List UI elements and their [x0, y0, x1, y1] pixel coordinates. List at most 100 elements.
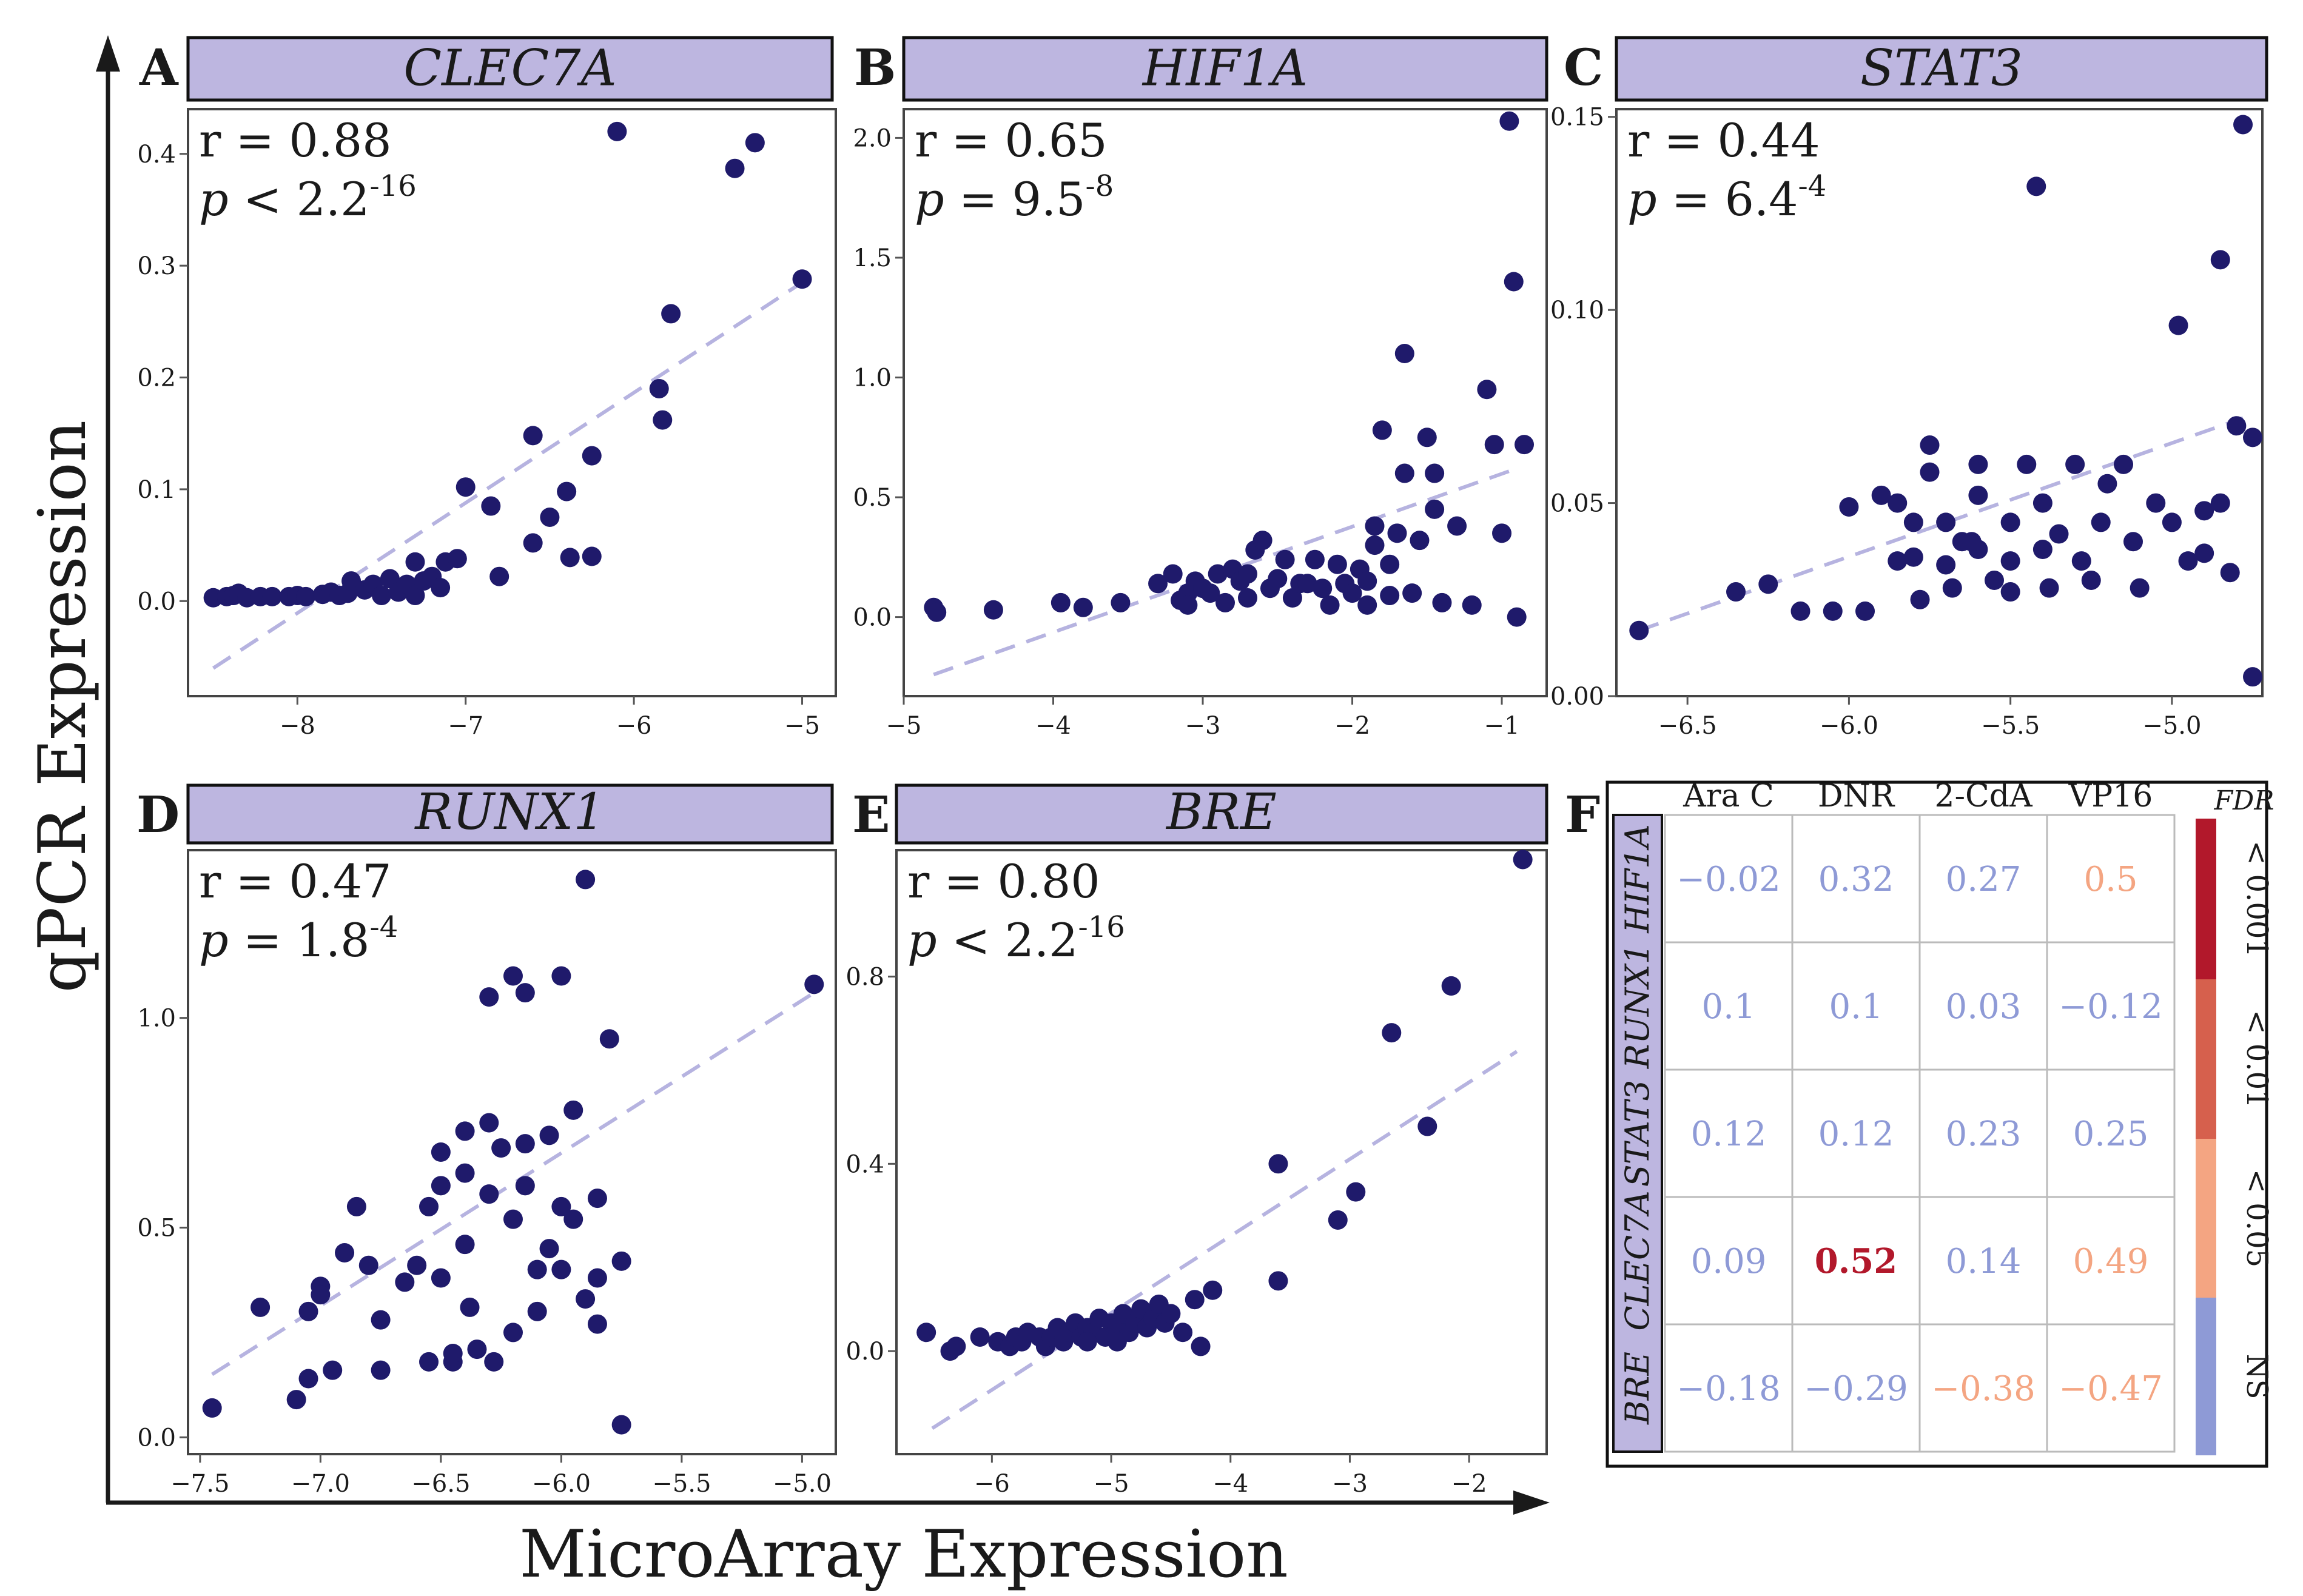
legend-title: FDR [2214, 785, 2274, 816]
y-tick-label: 0.4 [137, 141, 176, 169]
data-point [311, 1285, 331, 1305]
gene-title-strip [186, 783, 834, 845]
data-point [431, 578, 451, 598]
y-tick-label: 0.0 [137, 1424, 176, 1452]
data-point [372, 586, 392, 606]
data-point [560, 548, 580, 568]
legend-label: NS [2240, 1354, 2274, 1400]
y-tick-label: 1.5 [853, 244, 892, 272]
data-point [2091, 512, 2111, 532]
data-point [2000, 512, 2020, 532]
data-point [298, 1369, 318, 1389]
data-point [467, 1340, 487, 1360]
p-value-text: < 2.2 [937, 913, 1078, 967]
legend-swatch [2196, 1298, 2216, 1455]
data-point [491, 1138, 511, 1158]
p-value-label: p = 9.5-8 [915, 169, 1114, 226]
heatmap-value: 0.12 [1691, 1115, 1767, 1154]
p-symbol: p [907, 913, 937, 967]
data-point [1417, 428, 1437, 448]
data-point [455, 1235, 475, 1255]
data-point [1185, 1290, 1205, 1310]
heatmap-value: 0.03 [1946, 987, 2022, 1027]
p-value-text: = 1.8 [229, 913, 370, 967]
heatmap-cell [1918, 814, 2048, 944]
column-header: 2-CdA [1934, 778, 2033, 814]
data-point [587, 1314, 607, 1334]
data-point [1417, 1116, 1437, 1136]
x-tick-label: −2 [1451, 1470, 1487, 1498]
data-point [1425, 463, 1445, 483]
data-point [1382, 1023, 1402, 1043]
data-point [551, 1259, 571, 1279]
x-tick-label: −5.5 [652, 1470, 711, 1498]
data-point [1462, 595, 1482, 615]
gene-title: CLEC7A [403, 39, 616, 97]
data-point [1968, 454, 1988, 474]
correlation-r: r = 0.44 [1627, 113, 1820, 167]
data-point [1268, 1154, 1288, 1174]
gene-title: RUNX1 [414, 783, 605, 841]
row-label: RUNX1 [1618, 944, 1656, 1069]
data-point [1357, 595, 1377, 615]
y-tick-label: 2.0 [853, 124, 892, 152]
y-tick-label: 0.0 [846, 1338, 884, 1366]
data-point [1051, 592, 1071, 612]
panel-letter: C [1564, 39, 1603, 97]
data-point [983, 600, 1003, 620]
data-point [2243, 428, 2263, 448]
data-point [1942, 578, 1962, 598]
heatmap-value: 0.25 [2073, 1115, 2149, 1154]
data-point [1365, 535, 1385, 555]
legend-swatch [2196, 1139, 2216, 1298]
scatter-panel-b: B HIF1A −5 −4 −3 −2 −1 0.0 0.5 1.0 1.5 2.0 r = 0.65p… [853, 36, 1548, 740]
heatmap-value: 0.32 [1818, 860, 1894, 899]
data-point [2130, 578, 2150, 598]
data-point [916, 1323, 936, 1343]
x-tick-label: −5 [784, 712, 820, 740]
data-point [927, 602, 947, 622]
data-point [419, 1352, 439, 1372]
legend-swatch [2196, 979, 2216, 1139]
data-point [1328, 1210, 1348, 1230]
data-point [2032, 493, 2053, 513]
data-point [576, 870, 596, 890]
heatmap-value: −0.47 [2059, 1369, 2163, 1409]
data-point [2243, 667, 2263, 687]
data-point [804, 974, 824, 994]
data-point [792, 269, 812, 289]
y-tick-label: 0.10 [1550, 297, 1604, 324]
data-point [296, 586, 316, 606]
data-point [551, 1196, 571, 1216]
data-point [2178, 551, 2198, 571]
data-point [2081, 570, 2101, 590]
data-point [1148, 574, 1168, 594]
x-tick-label: −6 [974, 1470, 1010, 1498]
panel-letter: F [1565, 786, 1600, 844]
data-point [1346, 1182, 1366, 1202]
p-symbol: p [199, 172, 229, 226]
data-point [515, 983, 535, 1003]
y-tick-label: 0.1 [137, 476, 176, 504]
data-point [2000, 551, 2020, 571]
data-point [1920, 435, 1940, 455]
data-point [250, 1297, 271, 1317]
data-point [1268, 1271, 1288, 1291]
data-point [460, 1297, 480, 1317]
data-point [1163, 564, 1183, 584]
y-tick-label: 0.05 [1550, 490, 1604, 518]
data-point [1447, 516, 1467, 536]
data-point [1855, 601, 1875, 621]
data-point [1320, 595, 1340, 615]
data-point [456, 477, 476, 497]
data-point [1077, 1332, 1097, 1352]
data-point [2162, 512, 2182, 532]
x-tick-label: −7.0 [291, 1470, 350, 1498]
x-axis-label: MicroArray Expression [519, 1517, 1288, 1592]
data-point [1402, 583, 1422, 603]
data-point [455, 1121, 475, 1141]
data-point [1173, 1323, 1193, 1343]
data-point [443, 1344, 463, 1363]
heatmap-value: −0.12 [2059, 987, 2163, 1027]
x-tick-label: −5 [1094, 1470, 1129, 1498]
